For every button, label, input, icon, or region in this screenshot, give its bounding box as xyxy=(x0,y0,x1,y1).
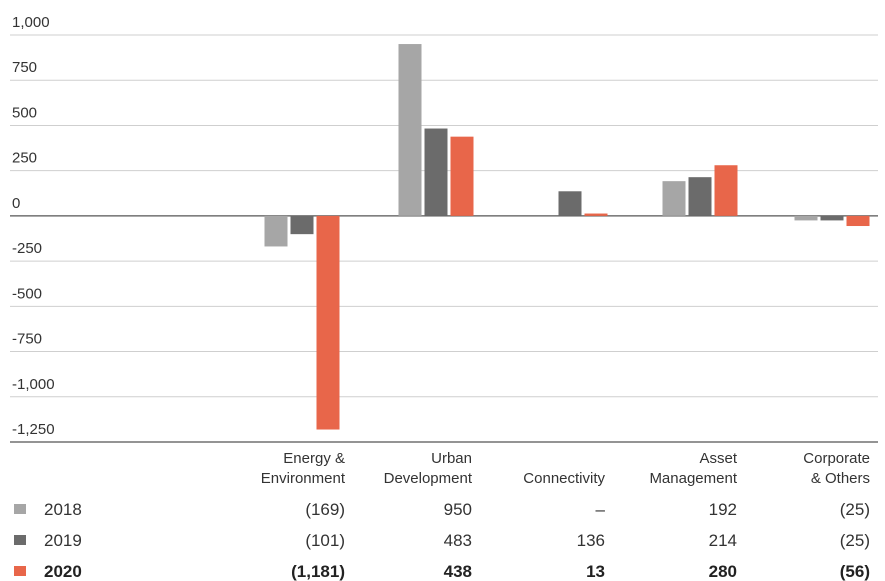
category-label: Urban xyxy=(431,450,472,467)
data-label-2019-3: 214 xyxy=(709,531,737,550)
category-label: Environment xyxy=(261,470,346,487)
data-label-2020-4: (56) xyxy=(840,562,870,581)
legend-swatch-2018 xyxy=(14,504,26,514)
data-label-2018-0: (169) xyxy=(305,500,345,519)
y-tick-label: -1,250 xyxy=(12,421,55,438)
bar-2020-1 xyxy=(450,136,474,216)
bar-2018-4 xyxy=(794,215,818,221)
bar-2019-2 xyxy=(558,191,582,216)
bar-2018-3 xyxy=(662,181,686,216)
data-label-2020-0: (1,181) xyxy=(291,562,345,581)
y-tick-label: 0 xyxy=(12,195,20,212)
data-label-2018-3: 192 xyxy=(709,500,737,519)
bar-2019-1 xyxy=(424,128,448,216)
y-tick-label: -1,000 xyxy=(12,376,55,393)
data-label-2018-1: 950 xyxy=(444,500,472,519)
data-label-2020-3: 280 xyxy=(709,562,737,581)
bar-2018-0 xyxy=(264,215,288,247)
y-tick-label: 250 xyxy=(12,150,37,167)
bar-2020-2 xyxy=(584,213,608,216)
bar-2020-3 xyxy=(714,165,738,216)
bar-2020-0 xyxy=(316,215,340,430)
bar-2019-0 xyxy=(290,215,314,235)
y-tick-label: 500 xyxy=(12,104,37,121)
data-label-2019-4: (25) xyxy=(840,531,870,550)
bar-2019-4 xyxy=(820,215,844,221)
y-tick-label: -500 xyxy=(12,285,42,302)
category-label: Energy & xyxy=(283,450,345,467)
category-label: Management xyxy=(649,470,737,487)
bar-2018-1 xyxy=(398,44,422,216)
data-label-2020-2: 13 xyxy=(586,562,605,581)
y-tick-label: -250 xyxy=(12,240,42,257)
category-label: Asset xyxy=(699,450,737,467)
data-label-2020-1: 438 xyxy=(444,562,472,581)
data-label-2018-4: (25) xyxy=(840,500,870,519)
data-label-2018-2: – xyxy=(596,500,606,519)
data-label-2019-1: 483 xyxy=(444,531,472,550)
category-label: & Others xyxy=(811,470,870,487)
category-label: Corporate xyxy=(803,450,870,467)
legend-label-2019: 2019 xyxy=(44,531,82,550)
y-tick-label: -750 xyxy=(12,331,42,348)
legend-swatch-2020 xyxy=(14,566,26,576)
data-label-2019-2: 136 xyxy=(577,531,605,550)
y-tick-label: 750 xyxy=(12,59,37,76)
category-label: Connectivity xyxy=(523,470,605,487)
bar-2020-4 xyxy=(846,215,870,227)
category-label: Development xyxy=(384,470,473,487)
legend-swatch-2019 xyxy=(14,535,26,545)
legend-label-2020: 2020 xyxy=(44,562,82,581)
legend-label-2018: 2018 xyxy=(44,500,82,519)
bar-2019-3 xyxy=(688,177,712,216)
y-tick-label: 1,000 xyxy=(12,14,50,31)
data-label-2019-0: (101) xyxy=(305,531,345,550)
